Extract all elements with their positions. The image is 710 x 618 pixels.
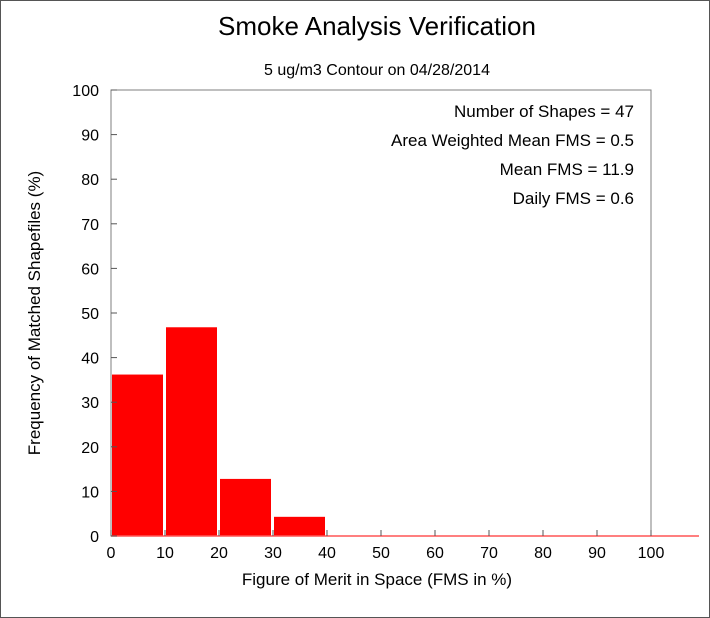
annotation-2: Area Weighted Mean FMS = 0.5 — [391, 131, 634, 150]
annotation-4: Daily FMS = 0.6 — [513, 189, 634, 208]
y-tick-label-20: 20 — [81, 440, 99, 457]
y-tick-label-70: 70 — [81, 217, 99, 234]
annotation-group: Number of Shapes = 47 Area Weighted Mean … — [391, 102, 634, 208]
y-tick-label-10: 10 — [81, 484, 99, 501]
x-tick-label-100: 100 — [638, 545, 665, 562]
chart-title: Smoke Analysis Verification — [218, 11, 536, 41]
y-axis-label: Frequency of Matched Shapefiles (%) — [25, 171, 44, 455]
y-tick-label-40: 40 — [81, 351, 99, 368]
annotation-1: Number of Shapes = 47 — [454, 102, 634, 121]
x-tick-label-60: 60 — [426, 545, 444, 562]
x-tick-label-20: 20 — [210, 545, 228, 562]
tick-group: 0 10 20 30 40 50 60 70 80 90 100 0 10 20 30 40 50 60 70 80 9… — [72, 83, 664, 562]
chart-subtitle: 5 ug/m3 Contour on 04/28/2014 — [264, 62, 490, 79]
bar-group — [111, 327, 699, 537]
x-tick-label-10: 10 — [156, 545, 174, 562]
y-tick-label-50: 50 — [81, 306, 99, 323]
y-tick-label-80: 80 — [81, 172, 99, 189]
x-tick-label-90: 90 — [588, 545, 606, 562]
x-axis-label: Figure of Merit in Space (FMS in %) — [242, 570, 512, 589]
bar-30 — [274, 516, 325, 536]
bar-10 — [166, 327, 217, 536]
x-tick-label-50: 50 — [372, 545, 390, 562]
x-tick-label-70: 70 — [480, 545, 498, 562]
y-tick-label-30: 30 — [81, 395, 99, 412]
x-tick-label-80: 80 — [534, 545, 552, 562]
annotation-3: Mean FMS = 11.9 — [500, 160, 634, 179]
y-tick-label-100: 100 — [72, 83, 99, 100]
y-tick-label-0: 0 — [90, 529, 99, 546]
x-tick-label-40: 40 — [318, 545, 336, 562]
bar-20 — [220, 478, 271, 536]
x-tick-label-0: 0 — [107, 545, 116, 562]
y-tick-label-60: 60 — [81, 261, 99, 278]
y-tick-label-90: 90 — [81, 128, 99, 145]
x-tick-label-30: 30 — [264, 545, 282, 562]
bar-0 — [112, 374, 163, 536]
